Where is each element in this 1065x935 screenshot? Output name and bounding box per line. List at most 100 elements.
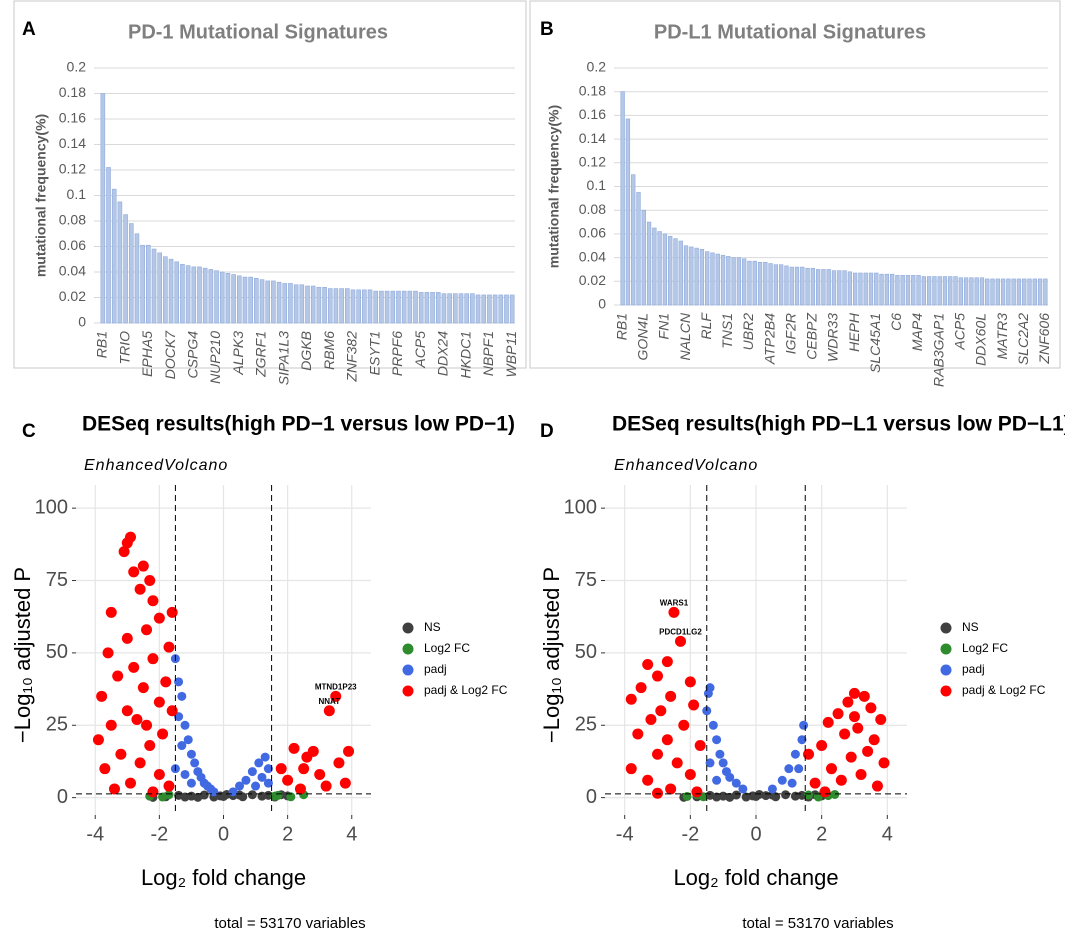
point (260, 752, 270, 762)
y-tick-label: 0.14 (59, 135, 86, 151)
point (235, 781, 245, 791)
y-tick-label: 0.04 (579, 248, 606, 264)
point-label: PDCD1LG2 (659, 627, 702, 636)
bar (379, 290, 384, 324)
chart-subtitle: EnhancedVolcano (84, 457, 228, 474)
bar (191, 266, 197, 324)
point (835, 774, 847, 786)
y-tick-label: 0.06 (579, 225, 606, 241)
point (251, 781, 261, 791)
point (121, 705, 133, 717)
y-tick-label: 0.12 (59, 161, 86, 177)
point (822, 716, 834, 728)
bar (106, 167, 111, 324)
point (655, 705, 667, 717)
point (180, 769, 190, 779)
y-tick-label: 0.06 (59, 237, 86, 253)
point (186, 778, 196, 788)
point (323, 705, 335, 717)
bar (747, 260, 752, 306)
point (183, 735, 193, 745)
bar (424, 292, 430, 324)
y-axis-label: mutational frequency(%) (546, 105, 562, 268)
bar (464, 293, 469, 324)
point (209, 787, 219, 797)
legend-marker (402, 685, 414, 697)
point (166, 606, 178, 618)
x-tick-label: -4 (616, 823, 634, 845)
point (682, 791, 692, 801)
bar (509, 294, 515, 324)
point (738, 784, 748, 794)
panel-frame (13, 0, 527, 369)
bar (322, 286, 327, 324)
y-axis-label: −Log₁₀ adjusted P (10, 567, 35, 743)
bar (225, 272, 231, 324)
bar (202, 267, 208, 324)
bar (475, 294, 481, 324)
bar (168, 258, 174, 324)
bar (678, 240, 683, 306)
x-tick-label: ZGRF1 (253, 331, 269, 378)
bar (731, 257, 736, 306)
legend-marker (402, 664, 414, 676)
point (275, 763, 287, 775)
bar (831, 270, 837, 306)
bar (905, 275, 911, 306)
bar (884, 273, 889, 306)
point (803, 748, 815, 760)
panel-letter: D (540, 421, 554, 442)
bar (868, 272, 874, 306)
bar (879, 273, 884, 306)
bar (185, 265, 191, 324)
point (186, 749, 196, 759)
point (688, 699, 700, 711)
bar (847, 271, 853, 306)
point (665, 690, 677, 702)
bar (821, 269, 826, 306)
bar (646, 221, 652, 306)
point (286, 792, 296, 802)
bar (921, 276, 926, 306)
point (875, 713, 887, 725)
bar (208, 269, 214, 324)
x-tick-label: NUP210 (207, 331, 223, 384)
point (725, 772, 735, 782)
point (118, 546, 130, 558)
point (799, 720, 809, 730)
point (263, 764, 273, 774)
point (180, 792, 190, 802)
y-tick-label: 0.08 (579, 201, 606, 217)
bar (858, 272, 863, 306)
point (652, 748, 664, 760)
bar (948, 276, 953, 306)
bar (197, 266, 202, 324)
bar (390, 290, 396, 324)
point (164, 790, 174, 800)
x-tick-label: WBP11 (503, 331, 519, 377)
y-tick-label: 25 (46, 714, 68, 736)
bar (863, 272, 868, 306)
y-tick-label: 0.1 (67, 186, 87, 202)
point (134, 583, 146, 595)
bar (673, 238, 678, 306)
point (705, 758, 715, 768)
point (684, 768, 696, 780)
point (661, 734, 673, 746)
point (163, 641, 175, 653)
bar (705, 251, 710, 306)
point (652, 787, 664, 799)
y-tick-label: 50 (46, 641, 68, 663)
x-tick-label: DGKB (298, 331, 314, 371)
point (330, 690, 342, 702)
bar (481, 294, 487, 324)
point (767, 784, 777, 794)
point (787, 778, 797, 788)
chart-title: PD-L1 Mutational Signatures (654, 21, 926, 43)
bar (668, 235, 673, 306)
point (96, 690, 108, 702)
y-tick-label: 0.16 (579, 106, 606, 122)
x-tick-label: -4 (86, 823, 104, 845)
bar (805, 267, 810, 306)
point (147, 595, 159, 607)
